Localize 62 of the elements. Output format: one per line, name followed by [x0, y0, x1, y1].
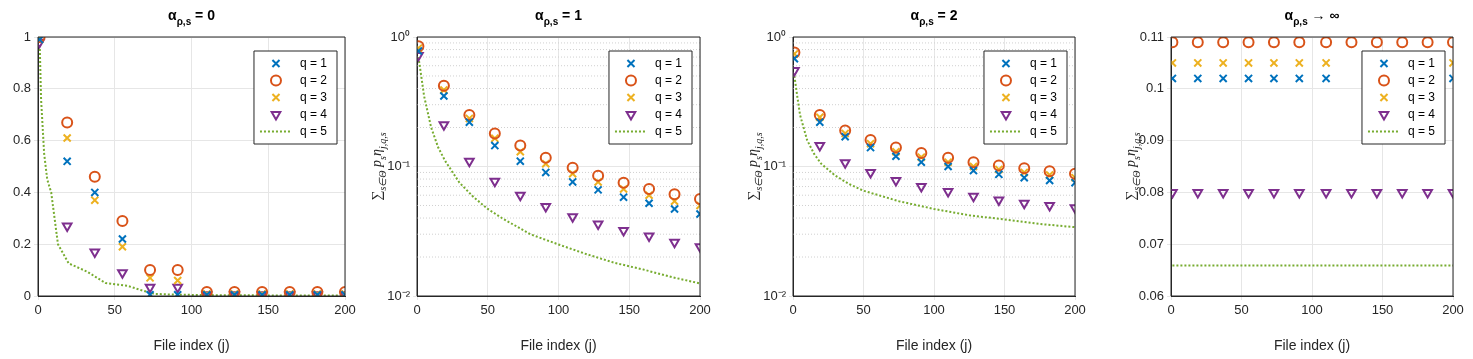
- y-tick-label: 0.2: [12, 235, 31, 251]
- y-tick-label: 0: [23, 287, 31, 303]
- x-tick-label: 150: [618, 302, 641, 318]
- legend-label: q = 1: [1407, 55, 1436, 70]
- legend-label: q = 3: [299, 89, 328, 104]
- legend-label: q = 2: [1407, 72, 1436, 87]
- y-axis-title: ∑s∈Θ psηj,q,s: [745, 132, 764, 201]
- legend-label: q = 5: [299, 123, 328, 138]
- legend-label: q = 4: [654, 106, 683, 121]
- x-tick-label: 0: [413, 302, 421, 318]
- x-tick-label: 200: [1442, 302, 1464, 318]
- x-tick-label: 200: [689, 302, 711, 318]
- y-tick-label: 1: [23, 28, 31, 44]
- y-tick-label: 10⁻²: [387, 287, 411, 303]
- legend-label: q = 3: [1029, 89, 1058, 104]
- legend-label: q = 5: [654, 123, 683, 138]
- x-tick-label: 100: [180, 302, 203, 318]
- x-tick-label: 100: [547, 302, 570, 318]
- y-tick-label: 0.11: [1139, 28, 1164, 44]
- y-tick-label: 0.8: [12, 80, 31, 96]
- legend-label: q = 4: [1407, 106, 1436, 121]
- legend-label: q = 4: [1029, 106, 1058, 121]
- legend-label: q = 5: [1407, 123, 1436, 138]
- x-axis-title: File index (j): [895, 337, 973, 354]
- legend-label: q = 5: [1029, 123, 1058, 138]
- y-tick-label: 10⁰: [390, 28, 410, 44]
- x-tick-label: 100: [1301, 302, 1323, 318]
- x-tick-label: 50: [1234, 302, 1249, 318]
- x-tick-label: 150: [257, 302, 280, 318]
- x-tick-label: 50: [856, 302, 871, 318]
- y-axis-title: ∑s∈Θ psηj,q,s: [369, 132, 388, 201]
- x-tick-label: 150: [1371, 302, 1394, 318]
- y-tick-label: 0.07: [1138, 235, 1164, 251]
- legend-label: q = 1: [299, 55, 328, 70]
- y-tick-label: 10⁰: [766, 28, 786, 44]
- legend-label: q = 3: [654, 89, 683, 104]
- y-tick-label: 10⁻¹: [763, 158, 787, 174]
- x-tick-label: 50: [107, 302, 122, 318]
- legend-label: q = 1: [1029, 55, 1058, 70]
- x-tick-label: 0: [34, 302, 42, 318]
- y-tick-label: 0.1: [1145, 80, 1164, 96]
- x-tick-label: 50: [480, 302, 495, 318]
- x-tick-label: 0: [789, 302, 797, 318]
- y-tick-label: 10⁻²: [763, 287, 787, 303]
- x-tick-label: 0: [1167, 302, 1175, 318]
- x-axis-title: File index (j): [520, 337, 597, 354]
- y-tick-label: 0.06: [1138, 287, 1164, 303]
- y-tick-label: 0.4: [12, 183, 31, 199]
- x-tick-label: 200: [334, 302, 356, 318]
- x-tick-label: 200: [1064, 302, 1086, 318]
- legend-label: q = 3: [1407, 89, 1436, 104]
- legend-label: q = 1: [654, 55, 683, 70]
- x-axis-title: File index (j): [1273, 337, 1351, 354]
- legend-label: q = 4: [299, 106, 328, 121]
- legend-label: q = 2: [654, 72, 683, 87]
- legend-label: q = 2: [1029, 72, 1058, 87]
- legend-label: q = 2: [299, 72, 328, 87]
- x-tick-label: 150: [993, 302, 1016, 318]
- x-tick-label: 100: [923, 302, 945, 318]
- x-axis-title: File index (j): [153, 337, 230, 354]
- y-tick-label: 10⁻¹: [387, 158, 411, 174]
- y-tick-label: 0.6: [12, 132, 31, 148]
